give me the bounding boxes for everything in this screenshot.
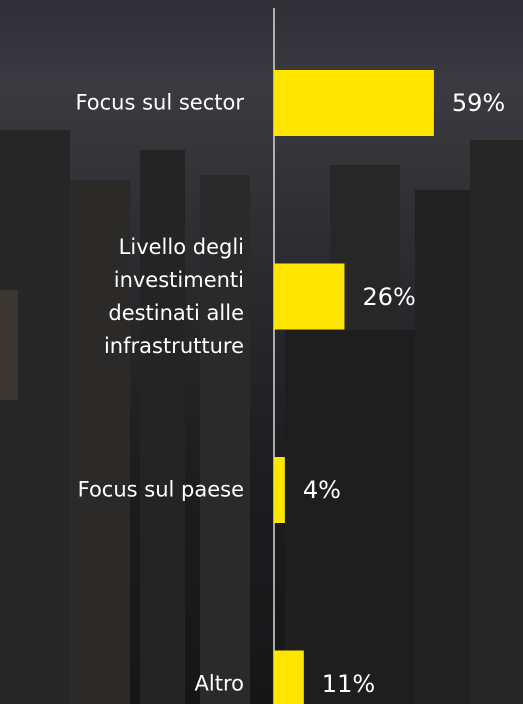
building — [70, 180, 130, 704]
category-label: Altro — [194, 671, 244, 695]
category-label: Livello degli investimenti destinati all… — [103, 234, 244, 358]
building — [140, 150, 185, 704]
category-label: Focus sul sector — [75, 90, 244, 115]
value-label: 59% — [451, 89, 506, 117]
bar — [274, 263, 345, 330]
building — [200, 175, 250, 704]
category-label: Focus sul paese — [77, 477, 244, 502]
value-label: 26% — [362, 282, 416, 311]
bar — [274, 650, 304, 704]
building — [470, 140, 523, 704]
building — [0, 130, 70, 704]
bar — [274, 70, 434, 136]
building — [0, 290, 18, 400]
building — [415, 190, 470, 704]
bar — [274, 457, 285, 523]
value-label: 4% — [302, 476, 341, 504]
value-label: 11% — [321, 669, 376, 698]
